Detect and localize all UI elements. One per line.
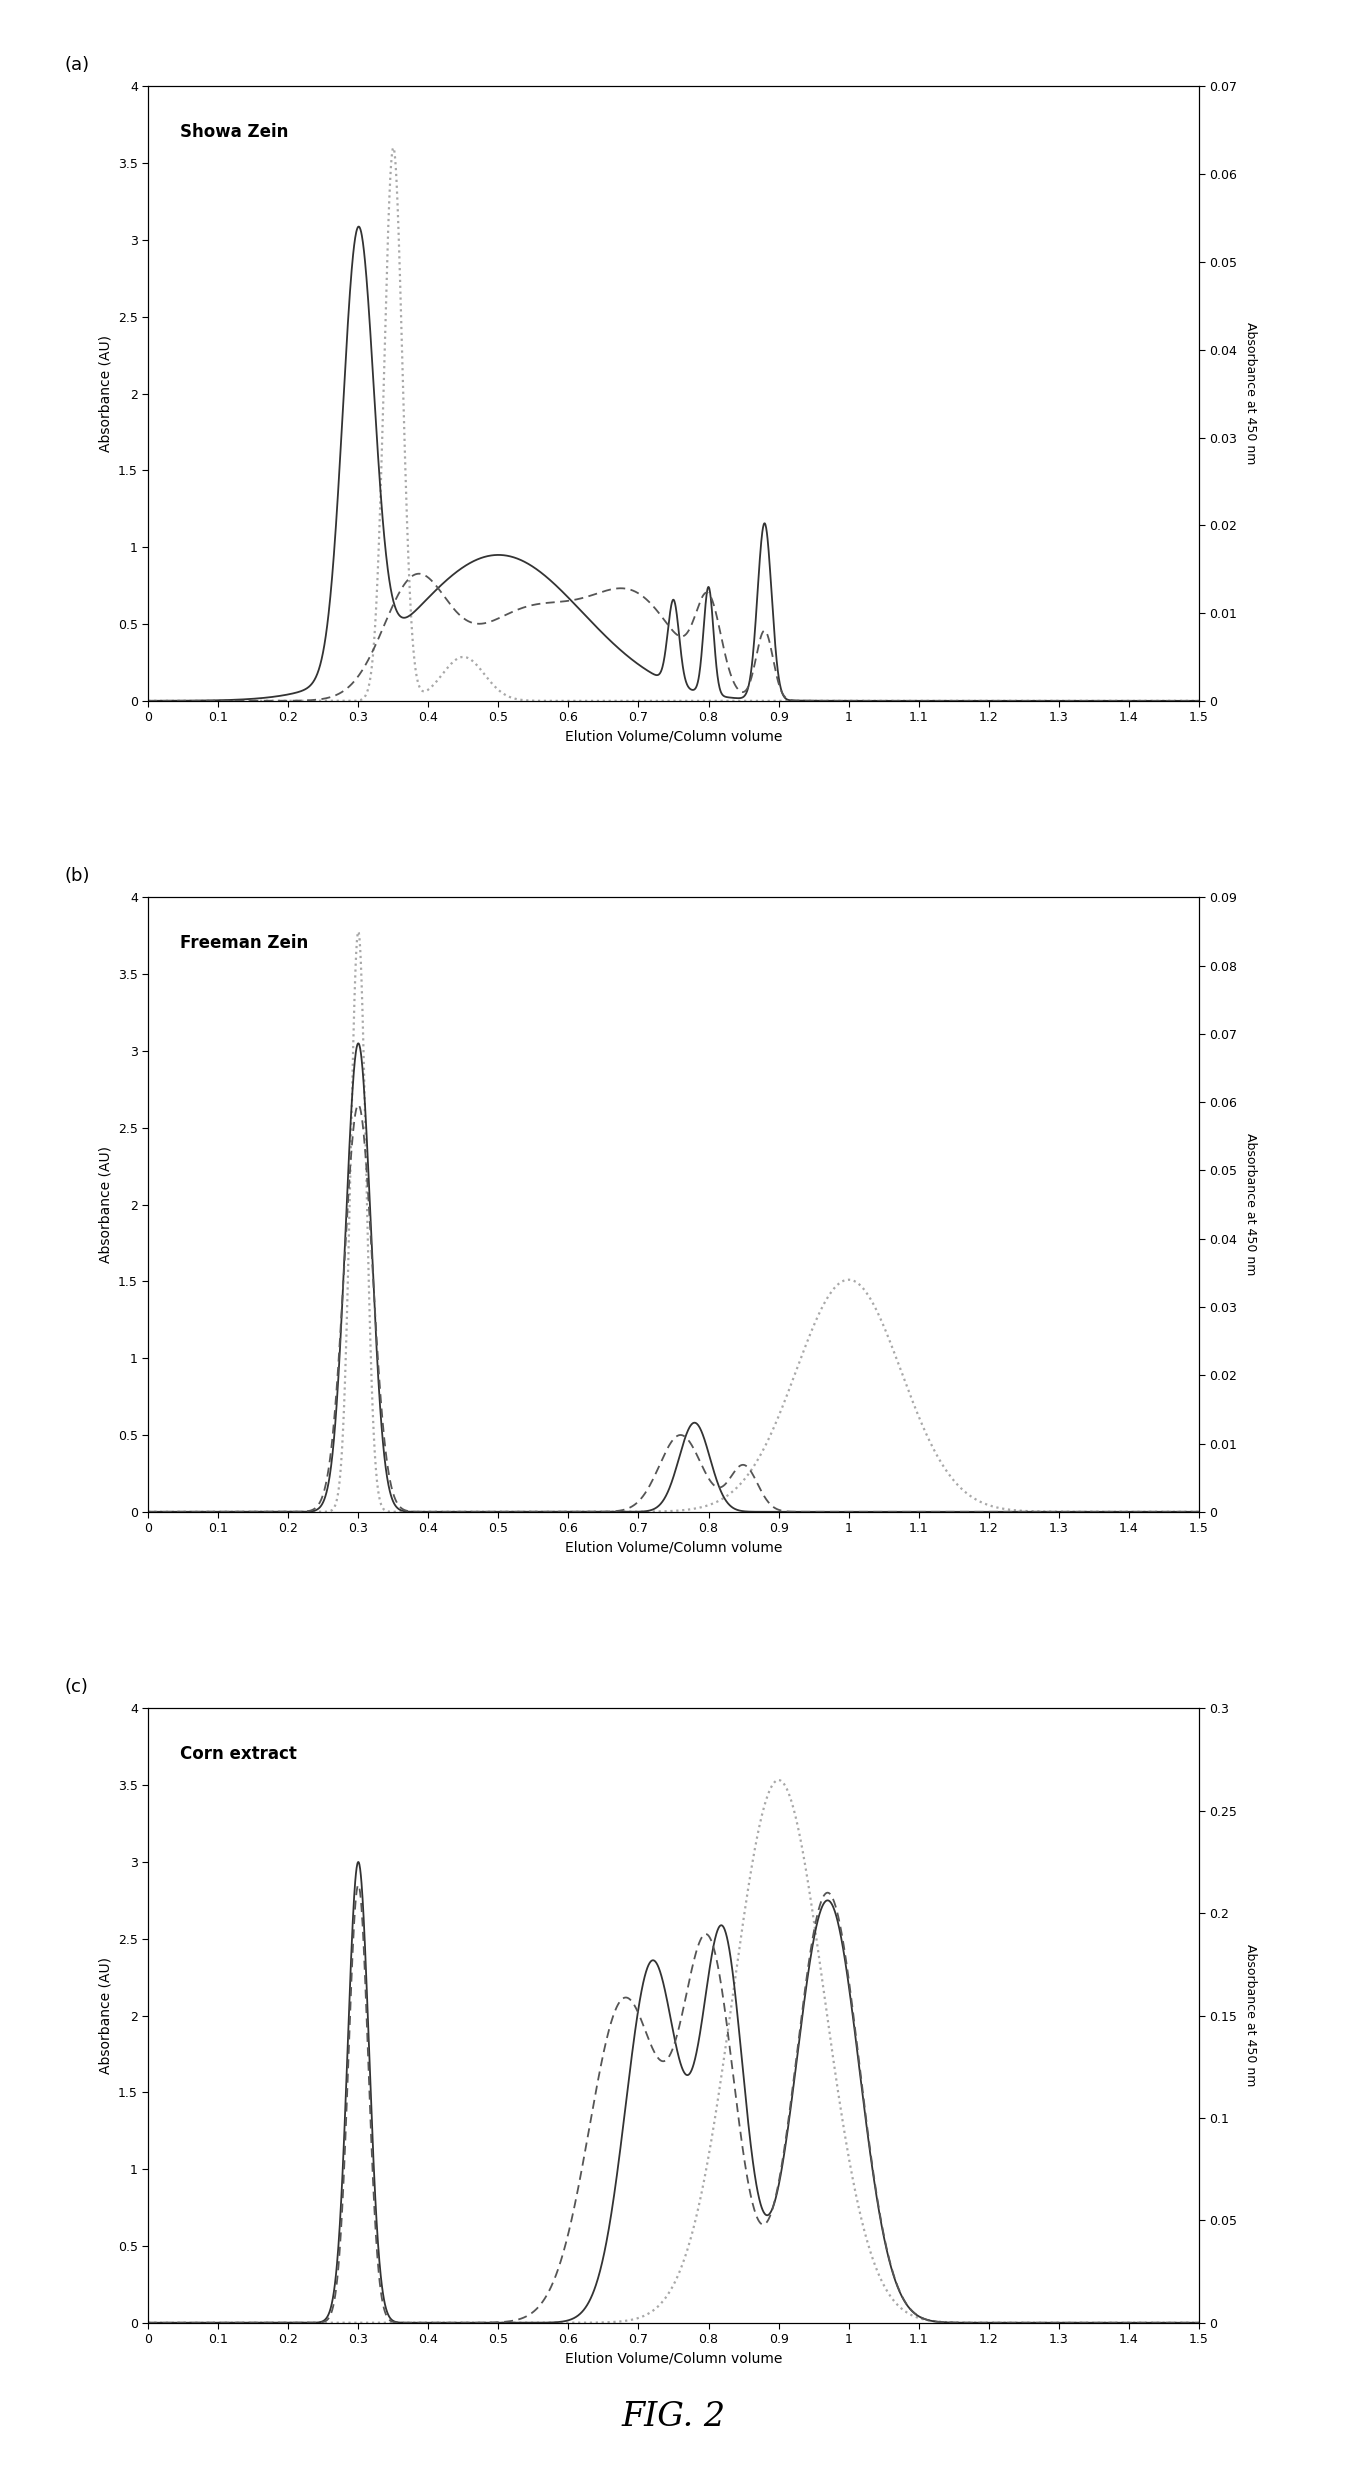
Text: Showa Zein: Showa Zein [179,124,288,141]
Text: FIG. 2: FIG. 2 [621,2402,726,2431]
Y-axis label: Absorbance at 450 nm: Absorbance at 450 nm [1243,1134,1257,1275]
Y-axis label: Absorbance (AU): Absorbance (AU) [98,1147,112,1263]
X-axis label: Elution Volume/Column volume: Elution Volume/Column volume [564,1542,783,1554]
Text: (a): (a) [65,57,89,74]
X-axis label: Elution Volume/Column volume: Elution Volume/Column volume [564,2352,783,2365]
Y-axis label: Absorbance at 450 nm: Absorbance at 450 nm [1243,324,1257,465]
Y-axis label: Absorbance (AU): Absorbance (AU) [98,1957,112,2073]
Y-axis label: Absorbance (AU): Absorbance (AU) [98,336,112,452]
Text: Corn extract: Corn extract [179,1745,296,1764]
Text: (b): (b) [65,867,90,885]
Text: (c): (c) [65,1678,88,1695]
Text: Freeman Zein: Freeman Zein [179,934,308,951]
X-axis label: Elution Volume/Column volume: Elution Volume/Column volume [564,729,783,744]
Y-axis label: Absorbance at 450 nm: Absorbance at 450 nm [1243,1945,1257,2086]
